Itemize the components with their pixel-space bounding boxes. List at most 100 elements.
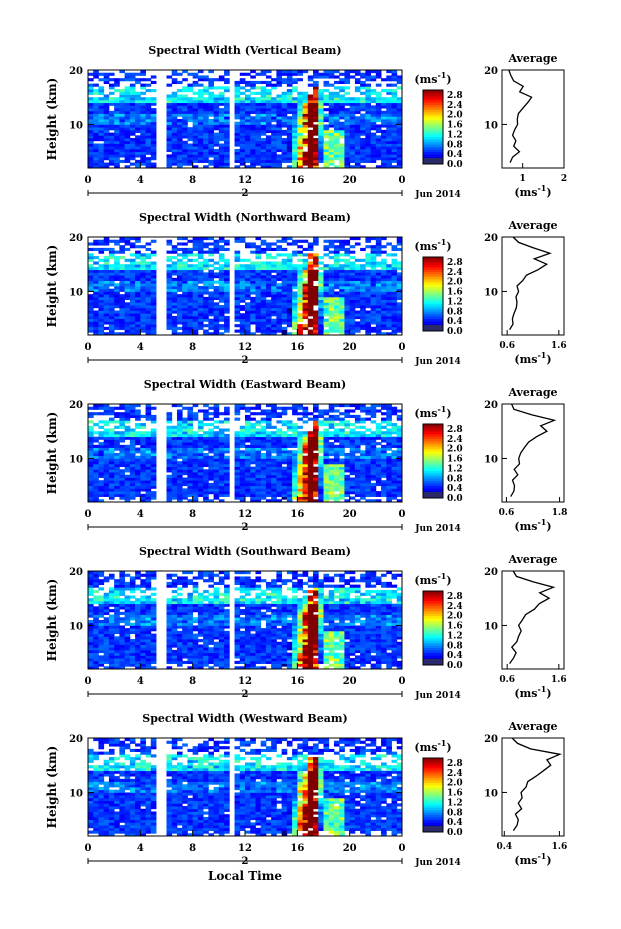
x-tick-label: 8 xyxy=(189,342,196,353)
date-label: Jun 2014 xyxy=(414,357,461,367)
average-profile: Average 10 20 1 2 (ms-1) xyxy=(484,52,567,199)
profile-y-tick-label: 20 xyxy=(484,400,498,411)
colorbar: (ms-1) 0.00.40.81.21.62.02.42.8 xyxy=(414,738,462,838)
day-label: 2 xyxy=(242,856,249,867)
profile-x-tick-label: 0.6 xyxy=(499,508,515,518)
colorbar-tick-label: 1.6 xyxy=(447,121,463,131)
colorbar-tick-label: 2.0 xyxy=(447,779,463,789)
x-tick-label: 0 xyxy=(399,509,406,520)
panel-title: Spectral Width (Vertical Beam) xyxy=(148,44,341,57)
panel-title: Spectral Width (Northward Beam) xyxy=(139,211,351,224)
panel-title: Spectral Width (Westward Beam) xyxy=(142,712,347,725)
profile-line xyxy=(509,236,552,330)
x-tick-label: 12 xyxy=(238,342,252,353)
x-tick-label: 0 xyxy=(399,843,406,854)
x-tick-label: 0 xyxy=(85,175,92,186)
colorbar-tick-label: 0.4 xyxy=(447,651,463,661)
colorbar-unit: (ms-1) xyxy=(414,571,451,587)
x-tick-label: 0 xyxy=(85,843,92,854)
profile-x-axis-label: (ms-1) xyxy=(514,350,551,366)
date-label: Jun 2014 xyxy=(414,691,461,701)
profile-y-tick-label: 10 xyxy=(484,788,498,799)
colorbar-tick-label: 1.6 xyxy=(447,789,463,799)
colorbar-tick-label: 0.8 xyxy=(447,641,463,651)
x-tick-label: 8 xyxy=(189,175,196,186)
x-tick-label: 20 xyxy=(343,175,357,186)
colorbar-tick-label: 2.0 xyxy=(447,111,463,121)
x-tick-label: 20 xyxy=(343,509,357,520)
x-tick-label: 0 xyxy=(399,175,406,186)
profile-title: Average xyxy=(507,553,557,566)
colorbar-tick-label: 2.0 xyxy=(447,612,463,622)
profile-frame xyxy=(501,236,565,336)
average-profile: Average 10 20 0.6 1.8(ms-1) xyxy=(484,386,567,533)
x-tick-label: 4 xyxy=(137,843,144,854)
colorbar-tick-label: 2.8 xyxy=(447,91,463,101)
profile-title: Average xyxy=(507,386,557,399)
colorbar-tick-label: 2.8 xyxy=(447,592,463,602)
colorbar-tick-label: 0.0 xyxy=(447,828,463,838)
colorbar-tick-label: 2.4 xyxy=(447,435,463,445)
colorbar: (ms-1) 0.00.40.81.21.62.02.42.8 xyxy=(414,237,462,337)
colorbar-tick-label: 1.2 xyxy=(447,798,463,808)
x-tick-label: 16 xyxy=(290,175,304,186)
date-label: Jun 2014 xyxy=(414,858,461,868)
profile-x-axis-label: (ms-1) xyxy=(514,851,551,867)
profile-line xyxy=(508,69,533,163)
colorbar-tick-label: 1.2 xyxy=(447,631,463,641)
profile-x-axis-label: (ms-1) xyxy=(514,684,551,700)
profile-y-tick-label: 10 xyxy=(484,120,498,131)
profile-x-tick-label: 1.6 xyxy=(552,842,568,852)
x-tick-label: 12 xyxy=(238,676,252,687)
x-tick-label: 20 xyxy=(343,676,357,687)
x-tick-label: 16 xyxy=(290,342,304,353)
colorbar-tick-label: 0.0 xyxy=(447,661,463,671)
panel-5: Spectral Width (Westward Beam) Height (km… xyxy=(45,712,567,868)
colorbar-tick-label: 1.6 xyxy=(447,455,463,465)
colorbar-tick-label: 0.8 xyxy=(447,307,463,317)
profile-x-axis-label: (ms-1) xyxy=(514,183,551,199)
y-tick-label: 10 xyxy=(69,621,83,632)
x-tick-label: 4 xyxy=(137,509,144,520)
x-tick-label: 8 xyxy=(189,843,196,854)
colorbar: (ms-1) 0.00.40.81.21.62.02.42.8 xyxy=(414,571,462,671)
x-tick-label: 12 xyxy=(238,175,252,186)
colorbar-tick-label: 0.0 xyxy=(447,160,463,170)
y-tick-label: 10 xyxy=(69,454,83,465)
y-tick-label: 20 xyxy=(69,66,83,77)
panel-title: Spectral Width (Southward Beam) xyxy=(139,545,351,558)
colorbar: (ms-1) 0.00.40.81.21.62.02.42.8 xyxy=(414,70,462,170)
x-tick-label: 4 xyxy=(137,342,144,353)
y-tick-label: 10 xyxy=(69,120,83,131)
panel-3: Spectral Width (Eastward Beam) Height (km… xyxy=(45,378,567,534)
day-label: 2 xyxy=(242,355,249,366)
profile-frame xyxy=(501,69,565,169)
colorbar-tick-label: 0.4 xyxy=(447,317,463,327)
x-tick-label: 16 xyxy=(290,509,304,520)
day-label: 2 xyxy=(242,689,249,700)
colorbar-tick-label: 2.4 xyxy=(447,101,463,111)
x-tick-label: 4 xyxy=(137,676,144,687)
colorbar-tick-label: 0.4 xyxy=(447,484,463,494)
profile-title: Average xyxy=(507,219,557,232)
colorbar-tick-label: 2.4 xyxy=(447,769,463,779)
profile-frame xyxy=(501,570,565,670)
colorbar-unit: (ms-1) xyxy=(414,70,451,86)
day-label: 2 xyxy=(242,522,249,533)
profile-x-tick-label: 1.6 xyxy=(551,341,567,351)
colorbar-tick-label: 2.4 xyxy=(447,602,463,612)
profile-line xyxy=(510,403,557,497)
profile-x-tick-label: 1 xyxy=(520,174,526,184)
x-tick-label: 16 xyxy=(290,843,304,854)
average-profile: Average 10 20 0.6 1.6(ms-1) xyxy=(484,553,567,700)
x-tick-label: 20 xyxy=(343,843,357,854)
y-tick-label: 10 xyxy=(69,287,83,298)
date-label: Jun 2014 xyxy=(414,190,461,200)
y-axis-label: Height (km) xyxy=(45,412,59,495)
heatmap-cells xyxy=(88,404,403,503)
profile-frame xyxy=(501,737,565,837)
heatmap-cells xyxy=(88,571,403,670)
profile-title: Average xyxy=(507,720,557,733)
profile-y-tick-label: 20 xyxy=(484,567,498,578)
